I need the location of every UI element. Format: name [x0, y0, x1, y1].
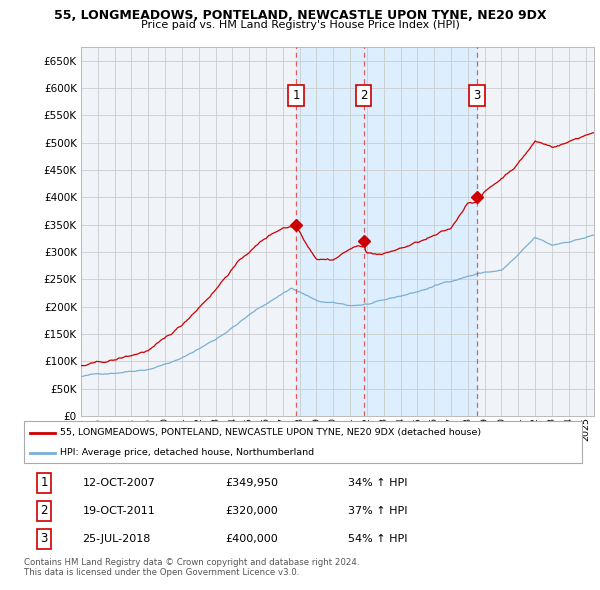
Text: £320,000: £320,000 — [225, 506, 278, 516]
Text: 55, LONGMEADOWS, PONTELAND, NEWCASTLE UPON TYNE, NE20 9DX: 55, LONGMEADOWS, PONTELAND, NEWCASTLE UP… — [54, 9, 546, 22]
Text: 3: 3 — [40, 532, 48, 545]
Text: HPI: Average price, detached house, Northumberland: HPI: Average price, detached house, Nort… — [60, 448, 314, 457]
Text: 12-OCT-2007: 12-OCT-2007 — [83, 478, 155, 488]
Text: 34% ↑ HPI: 34% ↑ HPI — [347, 478, 407, 488]
Text: £400,000: £400,000 — [225, 534, 278, 544]
Text: 37% ↑ HPI: 37% ↑ HPI — [347, 506, 407, 516]
Text: Contains HM Land Registry data © Crown copyright and database right 2024.
This d: Contains HM Land Registry data © Crown c… — [24, 558, 359, 577]
Text: 54% ↑ HPI: 54% ↑ HPI — [347, 534, 407, 544]
Text: 25-JUL-2018: 25-JUL-2018 — [83, 534, 151, 544]
Text: 19-OCT-2011: 19-OCT-2011 — [83, 506, 155, 516]
Text: Price paid vs. HM Land Registry's House Price Index (HPI): Price paid vs. HM Land Registry's House … — [140, 20, 460, 30]
Bar — [296, 47, 364, 416]
Text: 2: 2 — [360, 88, 367, 101]
Text: 1: 1 — [292, 88, 300, 101]
Text: 2: 2 — [40, 504, 48, 517]
Bar — [364, 47, 477, 416]
Text: 55, LONGMEADOWS, PONTELAND, NEWCASTLE UPON TYNE, NE20 9DX (detached house): 55, LONGMEADOWS, PONTELAND, NEWCASTLE UP… — [60, 428, 481, 437]
Text: 1: 1 — [40, 477, 48, 490]
Text: £349,950: £349,950 — [225, 478, 278, 488]
Text: 3: 3 — [473, 88, 481, 101]
